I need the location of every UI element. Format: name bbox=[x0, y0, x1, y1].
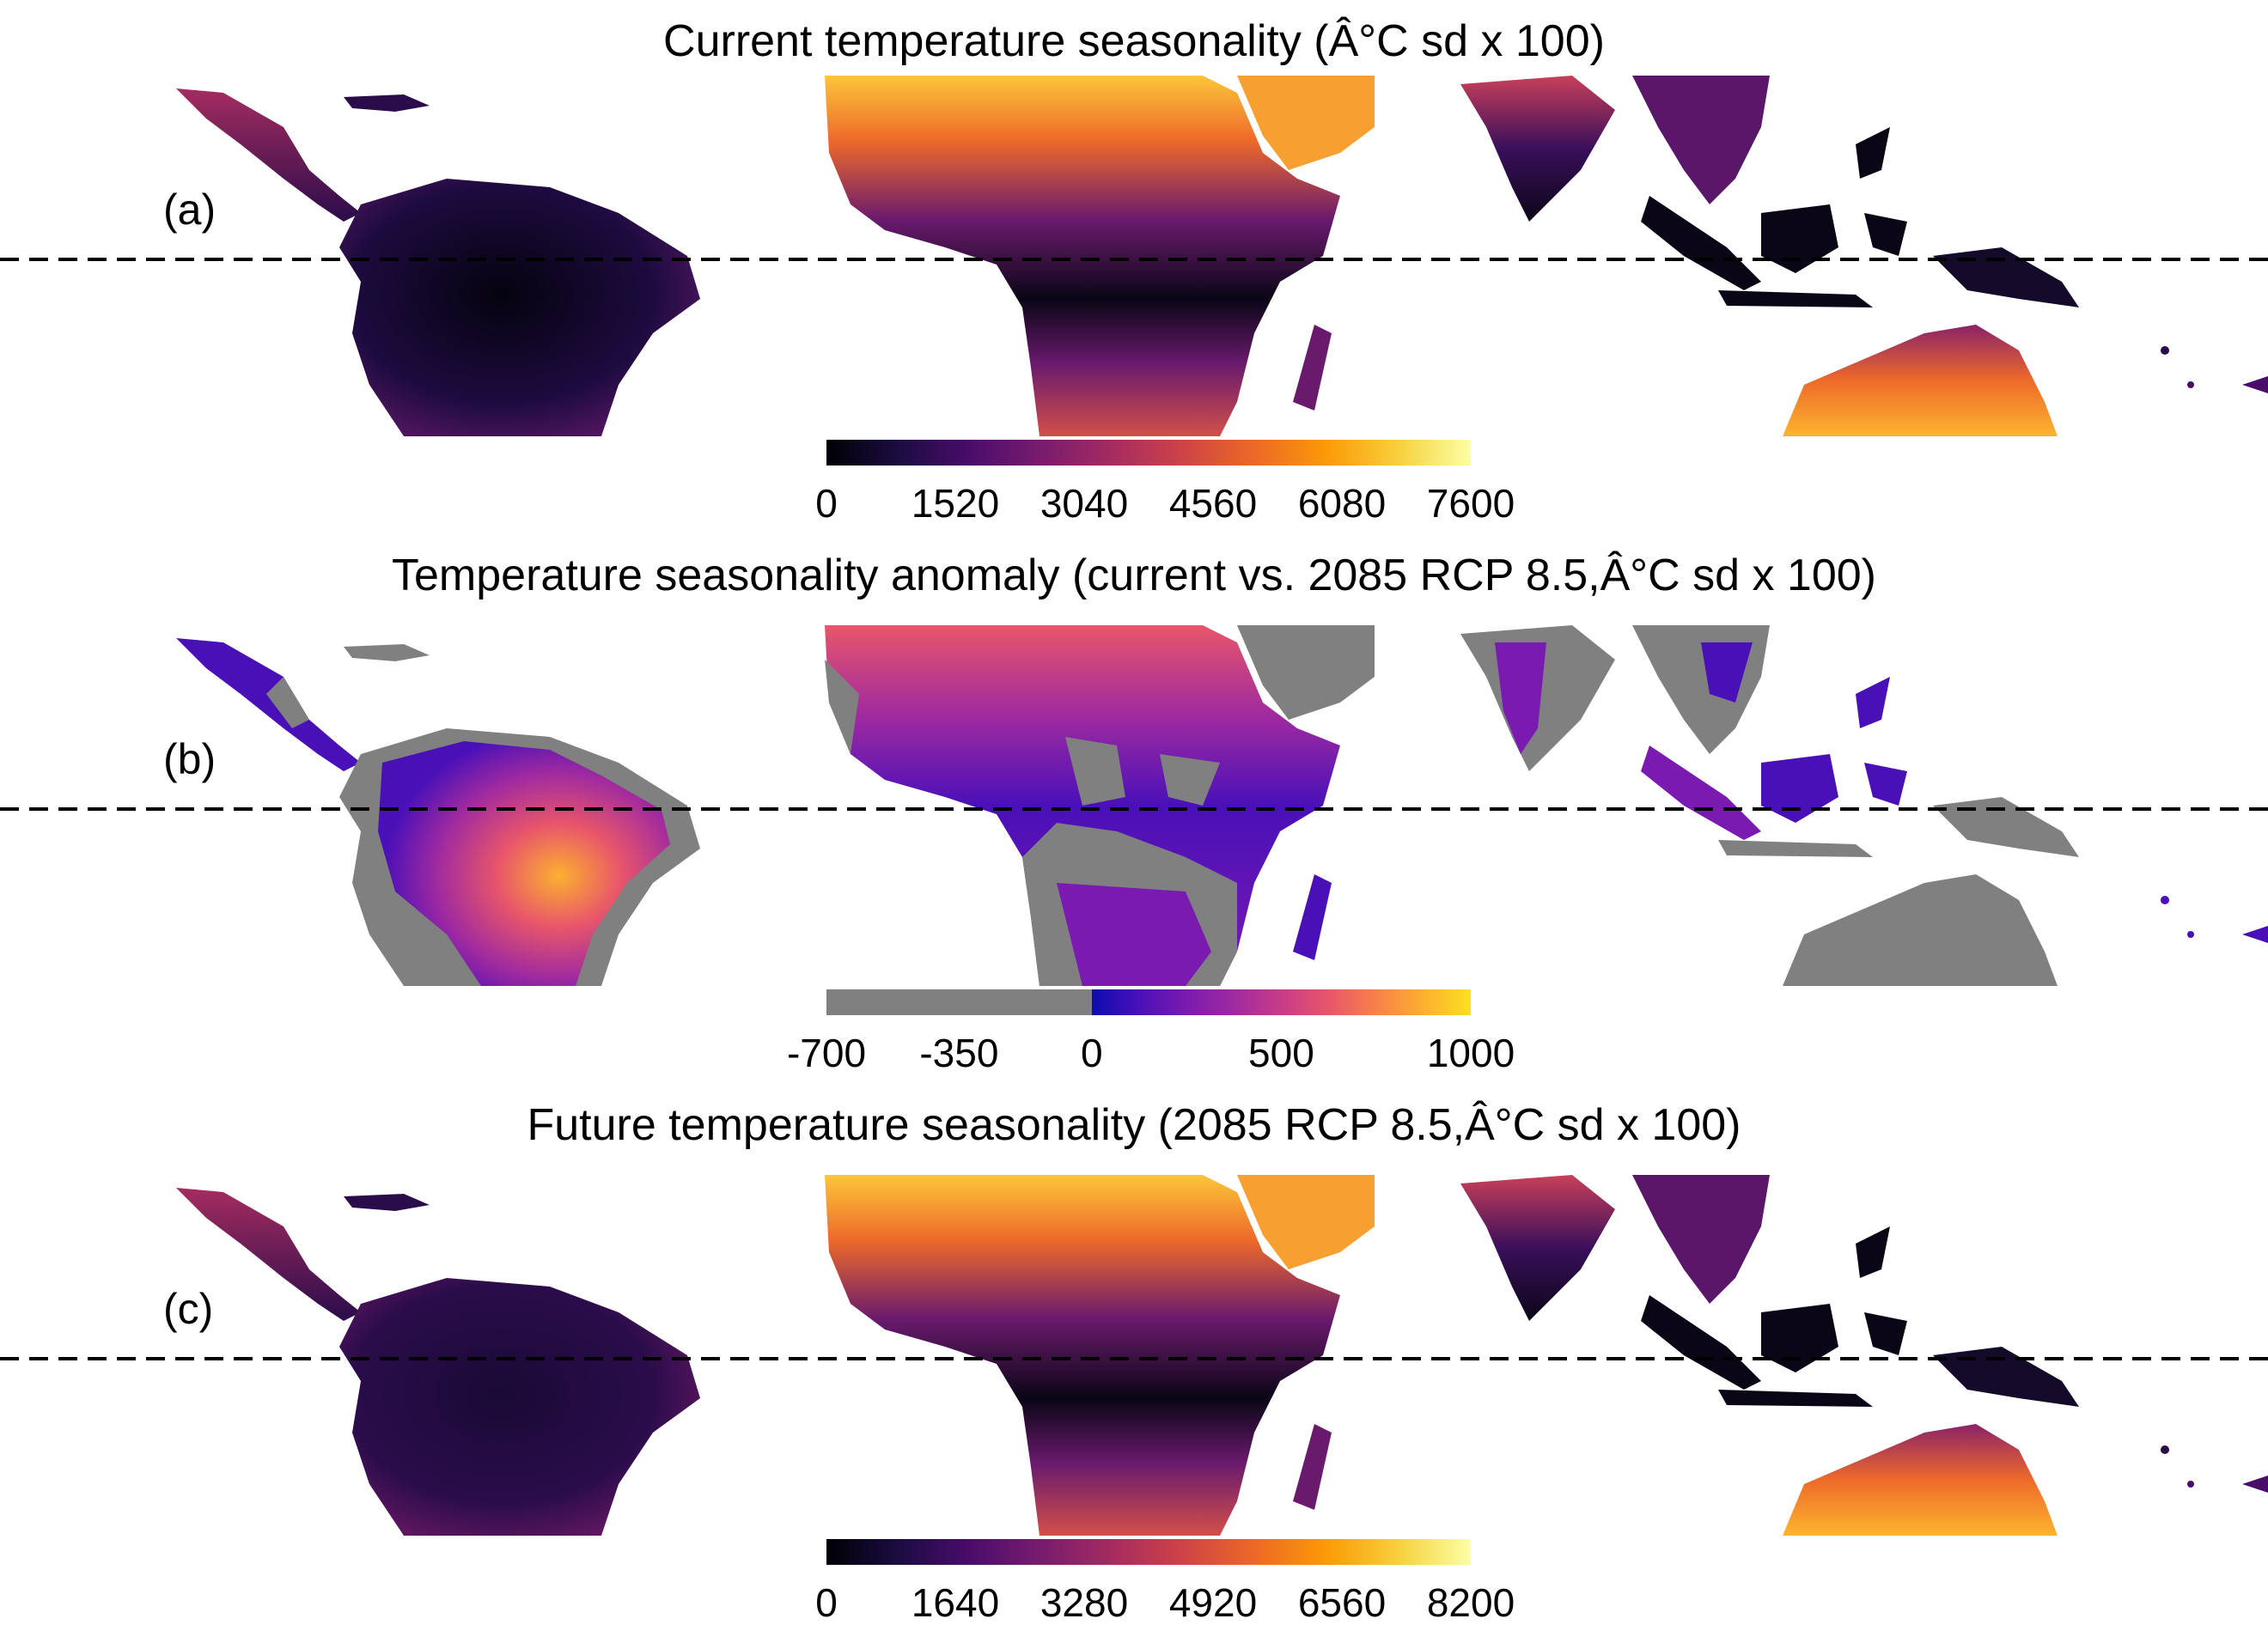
panel-a: Current temperature seasonality (Â°C sd … bbox=[0, 0, 2268, 550]
colorbar-a-tick: 1520 bbox=[911, 481, 1000, 526]
colorbar-a-tick: 7600 bbox=[1426, 481, 1515, 526]
colorbar-c-tick: 0 bbox=[815, 1580, 838, 1625]
colorbar-c-tick: 3280 bbox=[1040, 1580, 1129, 1625]
colorbar-c-tick: 4920 bbox=[1168, 1580, 1258, 1625]
panel-a-map bbox=[0, 76, 2268, 436]
colorbar-c bbox=[826, 1539, 1471, 1565]
colorbar-b bbox=[826, 989, 1471, 1015]
colorbar-c-tick: 1640 bbox=[911, 1580, 1000, 1625]
panel-c-title: Future temperature seasonality (2085 RCP… bbox=[527, 1100, 1741, 1150]
panel-a-label: (a) bbox=[163, 186, 216, 234]
colorbar-c-tick: 8200 bbox=[1426, 1580, 1515, 1625]
panel-c: Future temperature seasonality (2085 RCP… bbox=[0, 1099, 2268, 1649]
panel-b: Temperature seasonality anomaly (current… bbox=[0, 550, 2268, 1099]
colorbar-c-ticks: 0 1640 3280 4920 6560 8200 bbox=[815, 1580, 1515, 1632]
panel-c-map bbox=[0, 1175, 2268, 1536]
colorbar-a-tick: 4560 bbox=[1168, 481, 1258, 526]
colorbar-b-tick: -350 bbox=[919, 1031, 999, 1075]
colorbar-c-tick: 6560 bbox=[1297, 1580, 1387, 1625]
colorbar-b-tick: -700 bbox=[786, 1031, 867, 1075]
colorbar-a-tick: 0 bbox=[815, 481, 838, 526]
colorbar-a-ticks: 0 1520 3040 4560 6080 7600 bbox=[815, 481, 1515, 532]
colorbar-b-tick: 0 bbox=[1081, 1031, 1103, 1075]
colorbar-b-ticks: -700 -350 0 500 1000 bbox=[787, 1031, 1515, 1082]
panel-b-title: Temperature seasonality anomaly (current… bbox=[392, 551, 1876, 600]
panel-c-label: (c) bbox=[163, 1285, 214, 1333]
panel-b-label: (b) bbox=[163, 735, 216, 783]
colorbar-a-tick: 3040 bbox=[1040, 481, 1129, 526]
colorbar-b-tick: 500 bbox=[1248, 1031, 1314, 1075]
panel-b-map bbox=[0, 625, 2268, 986]
colorbar-a-tick: 6080 bbox=[1297, 481, 1387, 526]
colorbar-a bbox=[826, 440, 1471, 465]
colorbar-b-tick: 1000 bbox=[1426, 1031, 1515, 1075]
panel-a-title: Current temperature seasonality (Â°C sd … bbox=[663, 16, 1605, 66]
